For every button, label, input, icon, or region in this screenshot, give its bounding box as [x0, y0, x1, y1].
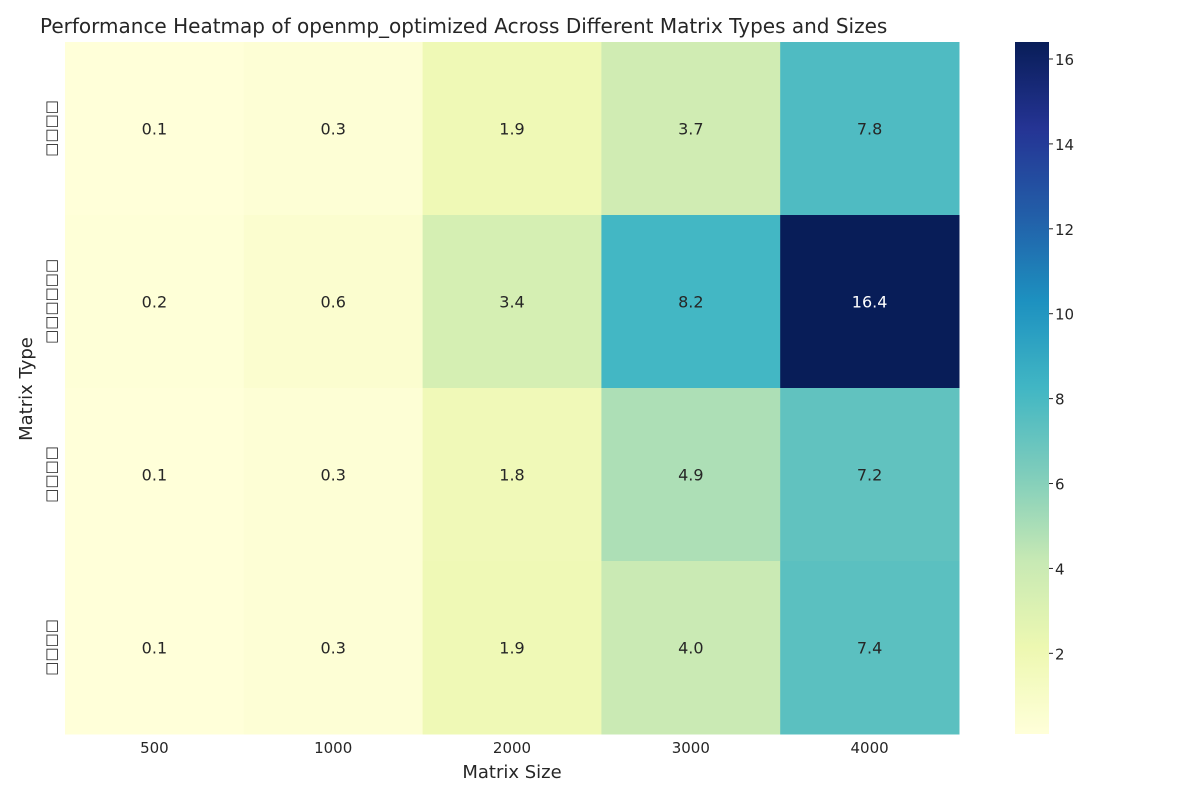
cell-value-label: 7.2	[857, 466, 882, 485]
heatmap-cell	[65, 42, 245, 216]
heatmap-cell	[780, 215, 960, 389]
heatmap-cell	[601, 215, 781, 389]
cell-value-label: 0.1	[142, 466, 167, 485]
heatmap-cell	[243, 215, 424, 389]
y-tick-label: □□□□	[42, 446, 60, 503]
y-tick-label: □□□□	[42, 100, 60, 157]
colorbar-tick-label: 16	[1055, 51, 1074, 69]
colorbar-tick-label: 8	[1055, 391, 1065, 409]
heatmap-cell	[243, 42, 424, 216]
colorbar-tick-label: 12	[1055, 221, 1074, 239]
colorbar-tick-label: 14	[1055, 136, 1074, 154]
heatmap-cell	[422, 215, 602, 389]
cell-value-label: 0.2	[142, 293, 167, 312]
heatmap-cell	[780, 388, 960, 562]
heatmap-cell	[65, 388, 245, 562]
cell-value-label: 0.3	[320, 639, 345, 658]
cell-value-label: 4.0	[678, 639, 703, 658]
cell-value-label: 0.3	[320, 466, 345, 485]
cell-value-label: 7.8	[857, 120, 882, 139]
heatmap-cell	[422, 388, 602, 562]
chart-title: Performance Heatmap of openmp_optimized …	[40, 14, 887, 38]
cell-value-label: 3.4	[499, 293, 524, 312]
cell-value-label: 0.3	[320, 120, 345, 139]
y-tick-label: □□□□□□	[42, 259, 60, 344]
heatmap-cell	[243, 561, 424, 735]
heatmap-cell	[601, 388, 781, 562]
heatmap-cell	[65, 561, 245, 735]
cell-value-label: 0.1	[142, 639, 167, 658]
heatmap-cell	[780, 561, 960, 735]
cell-value-label: 1.9	[499, 120, 524, 139]
colorbar-ticks: 2 4 6 8 10 12 14 16	[1049, 51, 1074, 663]
heatmap-cell	[422, 561, 602, 735]
x-axis-label: Matrix Size	[462, 762, 561, 783]
cell-value-label: 3.7	[678, 120, 703, 139]
y-axis-ticks: □□□□□□□□□□□□□□□□□□	[42, 100, 60, 676]
colorbar-tick-label: 6	[1055, 476, 1065, 494]
x-axis-ticks: 500 1000 2000 3000 4000	[140, 739, 889, 757]
y-axis-label: Matrix Type	[16, 337, 37, 441]
heatmap-cell	[65, 215, 245, 389]
colorbar-gradient	[1015, 42, 1049, 734]
y-tick-label: □□□□	[42, 619, 60, 676]
heatmap-cell	[601, 561, 781, 735]
heatmap-cell-labels: 0.1 0.3 1.9 3.7 7.8 0.2 0.6 3.4 8.2 16.4 0.1 0.3 1.8…	[142, 120, 888, 658]
colorbar-tick-label: 10	[1055, 306, 1074, 324]
colorbar-tick-label: 4	[1055, 560, 1065, 578]
colorbar-tick-label: 2	[1055, 645, 1065, 663]
cell-value-label: 0.1	[142, 120, 167, 139]
heatmap-cell	[601, 42, 781, 216]
cell-value-label: 1.8	[499, 466, 524, 485]
heatmap-cell	[243, 388, 424, 562]
heatmap-cells	[65, 42, 960, 735]
heatmap-cell	[780, 42, 960, 216]
x-tick-label: 2000	[493, 739, 531, 757]
cell-value-label: 4.9	[678, 466, 703, 485]
x-tick-label: 3000	[672, 739, 710, 757]
cell-value-label: 16.4	[852, 293, 888, 312]
heatmap-cell	[422, 42, 602, 216]
x-tick-label: 1000	[314, 739, 352, 757]
cell-value-label: 8.2	[678, 293, 703, 312]
colorbar: 2 4 6 8 10 12 14 16	[1015, 42, 1074, 734]
cell-value-label: 0.6	[320, 293, 345, 312]
x-tick-label: 500	[140, 739, 169, 757]
x-tick-label: 4000	[851, 739, 889, 757]
cell-value-label: 7.4	[857, 639, 882, 658]
cell-value-label: 1.9	[499, 639, 524, 658]
